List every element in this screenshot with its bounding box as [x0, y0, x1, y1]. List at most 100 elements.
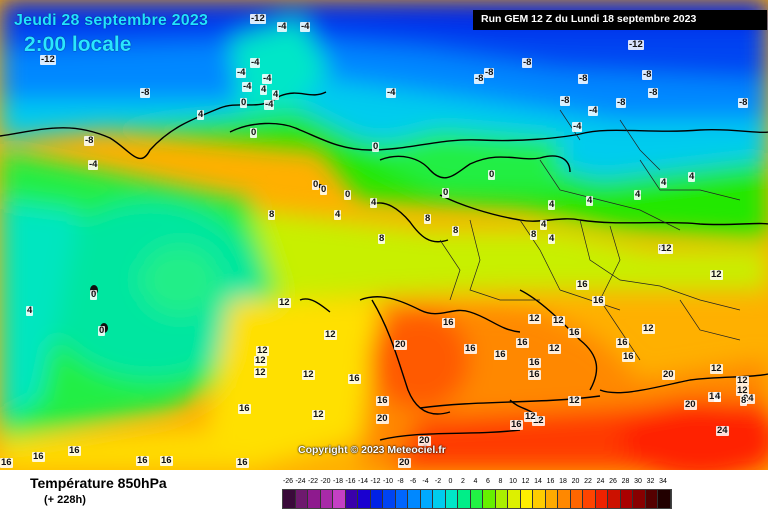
temperature-value: 16 — [68, 445, 81, 456]
temperature-value: 4 — [688, 171, 696, 182]
forecast-hour: (+ 228h) — [44, 494, 86, 506]
scale-swatch — [520, 490, 533, 508]
temperature-value: 16 — [616, 337, 629, 348]
scale-tick-label: -26 — [282, 478, 294, 485]
copyright-text: Copyright © 2023 Meteociel.fr — [298, 444, 446, 456]
temperature-value: 16 — [160, 455, 173, 466]
temperature-value: -8 — [522, 57, 533, 68]
temperature-value: 12 — [302, 369, 315, 380]
temperature-value: 16 — [0, 457, 13, 468]
scale-swatch — [370, 490, 383, 508]
scale-tick-label: 8 — [498, 478, 503, 485]
scale-swatch — [570, 490, 583, 508]
temperature-value: 4 — [714, 391, 722, 402]
scale-tick-label: 24 — [596, 478, 605, 485]
temperature-value: 4 — [540, 219, 548, 230]
temperature-value: 8 — [424, 213, 432, 224]
temperature-value: -8 — [616, 97, 627, 108]
scale-swatch — [658, 490, 671, 508]
color-scale — [282, 489, 672, 509]
scale-swatch — [483, 490, 496, 508]
temperature-value: 16 — [442, 317, 455, 328]
forecast-date: Jeudi 28 septembre 2023 — [14, 12, 209, 29]
temperature-value: 12 — [256, 345, 269, 356]
temperature-value: -12 — [40, 54, 56, 65]
temperature-value: -4 — [262, 73, 273, 84]
temperature-value: 12 — [548, 343, 561, 354]
temperature-value: 12 — [736, 385, 749, 396]
temperature-value: -12 — [628, 39, 644, 50]
scale-tick-label: -20 — [320, 478, 331, 485]
scale-tick-label: 0 — [448, 478, 453, 485]
scale-tick-label: 14 — [534, 478, 542, 485]
scale-tick-label: -6 — [409, 478, 417, 485]
temperature-map: Jeudi 28 septembre 2023 2:00 locale Run … — [0, 0, 768, 470]
scale-tick-label: -24 — [295, 478, 306, 485]
scale-tick-label: -22 — [307, 478, 319, 485]
temperature-value: 12 — [552, 315, 565, 326]
temperature-value: -8 — [642, 69, 653, 80]
scale-swatch — [583, 490, 596, 508]
scale-swatch — [320, 490, 333, 508]
scale-swatch — [620, 490, 633, 508]
variable-title: Température 850hPa — [30, 475, 167, 491]
scale-tick-label: -8 — [397, 478, 404, 485]
temperature-value: 16 — [576, 279, 589, 290]
temperature-value: 4 — [586, 195, 594, 206]
temperature-value: -4 — [264, 99, 275, 110]
temperature-value: -4 — [572, 121, 583, 132]
scale-tick-label: 28 — [621, 478, 630, 485]
temperature-value: 16 — [136, 455, 149, 466]
scale-tick-label: 34 — [659, 478, 667, 485]
temperature-value: 4 — [634, 189, 642, 200]
scale-swatch — [633, 490, 646, 508]
temperature-value: 16 — [376, 395, 389, 406]
temperature-value: 4 — [197, 109, 205, 120]
temperature-value: 20 — [662, 369, 675, 380]
map-field — [0, 0, 768, 470]
temperature-value: 12 — [524, 411, 537, 422]
scale-swatch — [545, 490, 558, 508]
temperature-value: -8 — [578, 73, 589, 84]
scale-tick-label: -4 — [422, 478, 429, 485]
scale-tick-label: -18 — [332, 478, 344, 485]
temperature-value: 16 — [510, 419, 523, 430]
temperature-value: 0 — [312, 179, 320, 190]
temperature-value: 12 — [710, 269, 723, 280]
temperature-value: 4 — [548, 199, 556, 210]
scale-tick-label: 4 — [473, 478, 478, 485]
scale-swatch — [608, 490, 621, 508]
temperature-value: -4 — [250, 57, 261, 68]
temperature-value: 16 — [464, 343, 477, 354]
scale-swatch — [470, 490, 483, 508]
temperature-value: 16 — [32, 451, 45, 462]
temperature-value: 8 — [530, 229, 538, 240]
temperature-value: 16 — [622, 351, 635, 362]
scale-swatch — [445, 490, 458, 508]
temperature-value: 0 — [98, 325, 106, 336]
scale-tick-label: -12 — [370, 478, 381, 485]
scale-swatch — [333, 490, 346, 508]
scale-tick-label: 16 — [546, 478, 555, 485]
scale-swatch — [395, 490, 408, 508]
scale-swatch — [345, 490, 358, 508]
temperature-value: 0 — [442, 187, 450, 198]
scale-tick-label: -10 — [382, 478, 394, 485]
temperature-value: 4 — [26, 305, 34, 316]
temperature-value: 4 — [660, 177, 668, 188]
scale-tick-label: 18 — [559, 478, 567, 485]
temperature-value: 12 — [254, 367, 267, 378]
scale-swatch — [433, 490, 446, 508]
temperature-value: 24 — [716, 425, 729, 436]
temperature-value: 16 — [494, 349, 507, 360]
temperature-value: 16 — [348, 373, 361, 384]
temperature-value: 8 — [268, 209, 276, 220]
temperature-value: 16 — [238, 403, 251, 414]
temperature-value: 4 — [260, 84, 268, 95]
temperature-value: 12 — [324, 329, 337, 340]
temperature-value: -4 — [242, 81, 253, 92]
scale-swatch — [420, 490, 433, 508]
temperature-value: 0 — [488, 169, 496, 180]
temperature-value: 20 — [376, 413, 389, 424]
